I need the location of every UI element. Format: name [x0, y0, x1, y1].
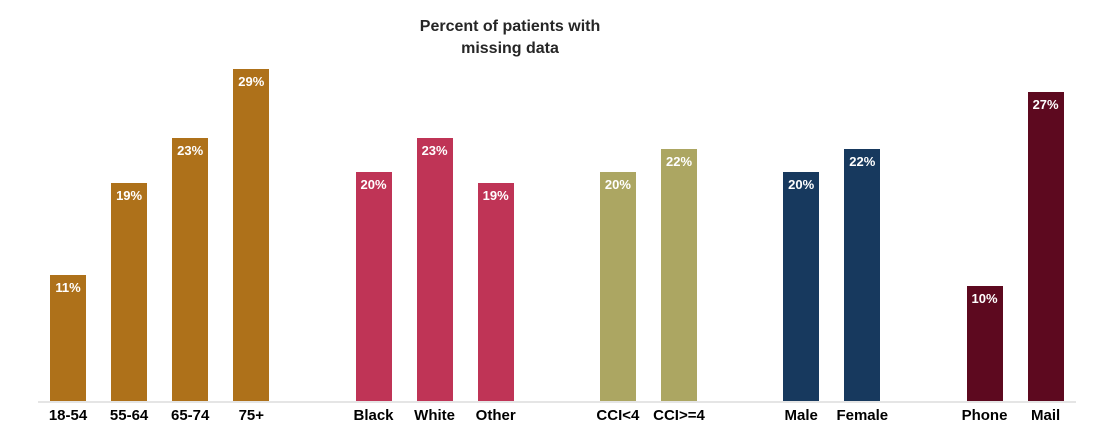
- bar: 19%: [111, 183, 148, 401]
- bar: 22%: [661, 149, 697, 401]
- x-axis-tick-label: CCI<4: [596, 407, 640, 424]
- bar-value-label: 27%: [1032, 97, 1059, 112]
- bar: 27%: [1027, 92, 1064, 401]
- bar: 23%: [172, 138, 209, 401]
- bar: 10%: [966, 286, 1003, 401]
- bar: 11%: [50, 275, 86, 401]
- bar: 20%: [783, 172, 820, 401]
- bar: 20%: [599, 172, 636, 401]
- x-axis-baseline: [38, 401, 1076, 403]
- bar: 19%: [477, 183, 514, 401]
- x-axis-tick-label: 18-54: [48, 407, 88, 424]
- bar-value-label: 19%: [116, 188, 143, 203]
- x-axis-tick-label: 55-64: [109, 407, 149, 424]
- x-axis-tick-label: Phone: [961, 407, 1008, 424]
- bar: 22%: [844, 149, 881, 401]
- bar-value-label: 23%: [421, 143, 448, 158]
- bar-value-label: 10%: [971, 291, 998, 306]
- bar-value-label: 22%: [665, 154, 693, 169]
- x-axis-tick-label: CCI>=4: [653, 407, 705, 424]
- x-axis-tick-label: Black: [353, 407, 394, 424]
- bar-value-label: 20%: [360, 177, 387, 192]
- x-axis-tick-label: Other: [475, 407, 516, 424]
- x-axis-tick-label: White: [414, 407, 455, 424]
- chart-title: Percent of patients with missing data: [419, 18, 601, 57]
- bar-value-label: 23%: [177, 143, 204, 158]
- x-axis-tick-label: Male: [784, 407, 818, 424]
- bar-value-label: 11%: [55, 280, 81, 295]
- x-axis-tick-label: Female: [836, 407, 889, 424]
- bar: 29%: [233, 69, 270, 401]
- x-axis-tick-label: Mail: [1031, 407, 1061, 424]
- bar-value-label: 20%: [604, 177, 631, 192]
- x-axis-tick-label: 75+: [238, 407, 265, 424]
- bar: 20%: [355, 172, 392, 401]
- bar: 23%: [416, 138, 453, 401]
- bar-value-label: 19%: [482, 188, 509, 203]
- bar-value-label: 22%: [849, 154, 876, 169]
- bar-value-label: 20%: [788, 177, 815, 192]
- bar-value-label: 29%: [238, 74, 265, 89]
- x-axis-tick-label: 65-74: [171, 407, 210, 424]
